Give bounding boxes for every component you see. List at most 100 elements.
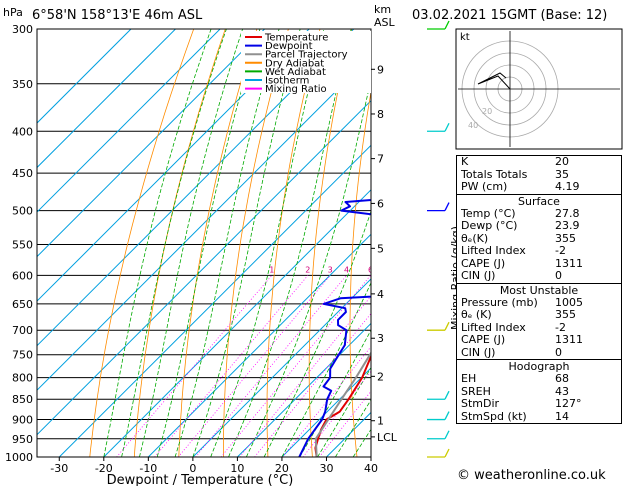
- isotherm-line: [37, 29, 132, 124]
- pressure-tick-label: 700: [12, 324, 33, 337]
- legend-label: Wet Adiabat: [265, 67, 326, 78]
- row-value: 14: [555, 409, 569, 423]
- table-row: CIN (J) 0: [457, 345, 621, 360]
- background-lines: 12346810152025: [37, 29, 447, 457]
- mixing-ratio-label: 4: [344, 265, 349, 274]
- wet-adiabat-line: [156, 29, 261, 457]
- hodograph-ring-label: 40: [468, 121, 478, 130]
- row-value: 1005: [555, 295, 583, 309]
- row-label: Pressure (mb): [461, 295, 538, 309]
- mixing-ratio-label: 3: [328, 265, 333, 274]
- pressure-tick-label: 450: [12, 167, 33, 180]
- height-tick-label: 4: [377, 288, 384, 301]
- temperature-tick-label: -10: [139, 462, 157, 475]
- wind-barbs: [427, 20, 450, 458]
- wind-barb-flag: [444, 122, 450, 132]
- mixing-ratio-label: 6: [368, 265, 373, 274]
- legend-label: Mixing Ratio: [265, 84, 327, 95]
- mixing-ratio-label: 2: [305, 265, 310, 274]
- wind-barb-flag: [444, 411, 450, 420]
- surface-title: Surface: [518, 194, 560, 208]
- wet-adiabat-line: [121, 29, 227, 457]
- height-tick-label: 2: [377, 370, 384, 383]
- pressure-tick-label: 500: [12, 205, 33, 218]
- dry-adiabat-line: [223, 29, 289, 457]
- row-value: 0: [555, 269, 562, 282]
- legend-label: Temperature: [264, 33, 328, 44]
- pressure-tick-label: 950: [12, 433, 33, 446]
- datetime-label: 03.02.2021 15GMT (Base: 12): [412, 8, 608, 23]
- pressure-tick-label: 750: [12, 349, 33, 362]
- mixing-ratio-line: [116, 275, 273, 457]
- hodograph-ring-label: 20: [482, 107, 492, 116]
- series-line-dewpoint: [298, 199, 371, 457]
- row-value: 23.9: [555, 219, 580, 232]
- height-tick-label: LCL: [377, 431, 398, 444]
- table-row: CAPE (J) 1311: [457, 256, 621, 271]
- table-row: StmDir 127°: [457, 397, 621, 411]
- row-label: EH: [461, 372, 477, 385]
- table-row: Lifted Index -2: [457, 320, 621, 335]
- pressure-tick-label: 800: [12, 372, 33, 385]
- pressure-tick-label: 550: [12, 238, 33, 251]
- table-row: CAPE (J) 1311: [457, 333, 621, 347]
- row-value: 355: [555, 231, 576, 245]
- row-label: CIN (J): [461, 345, 496, 359]
- table-row: Temp (°C) 27.8: [457, 206, 621, 221]
- sounding-series: [298, 199, 371, 457]
- row-label: Temp (°C): [461, 206, 516, 220]
- dry-adiabat-line: [428, 29, 447, 457]
- indices-table: K 20 Totals Totals 35 PW (cm) 4.19 Surface Te…: [456, 155, 622, 424]
- height-tick-label: 9: [377, 63, 384, 76]
- row-label: Lifted Index: [461, 244, 526, 257]
- mixing-ratio-label: 15: [423, 265, 433, 274]
- wind-barb-flag: [444, 390, 450, 400]
- row-value: 20: [555, 155, 569, 168]
- legend-label: Parcel Trajectory: [265, 50, 348, 61]
- legend-label: Dry Adiabat: [265, 58, 324, 69]
- table-row: Lifted Index -2: [457, 244, 621, 258]
- height-tick-label: 8: [377, 108, 384, 121]
- pressure-unit: hPa: [3, 6, 23, 19]
- most-unstable-title: Most Unstable: [499, 283, 579, 297]
- pressure-tick-label: 650: [12, 298, 33, 311]
- row-label: Dewp (°C): [461, 219, 518, 232]
- mixing-ratio-line: [282, 345, 371, 457]
- row-value: 4.19: [555, 180, 580, 193]
- hodograph-trace: [477, 72, 511, 90]
- row-label: Totals Totals: [461, 167, 528, 181]
- location-label: 6°58'N 158°13'E 46m ASL: [32, 8, 203, 23]
- plot-frame: [36, 28, 372, 458]
- table-row: Pressure (mb) 1005: [457, 295, 621, 310]
- isotherm-line: [37, 29, 310, 302]
- axes: 3003504004505005506006507007508008509009…: [5, 23, 398, 475]
- isotherm-line: [237, 322, 371, 457]
- series-line-parcel-trajectory: [314, 351, 371, 457]
- mixing-ratio-label: 1: [269, 265, 274, 274]
- row-value: 1311: [555, 256, 583, 270]
- hodograph: kt 20 40: [455, 28, 623, 150]
- row-value: 1311: [555, 333, 583, 346]
- dry-adiabat-line: [89, 29, 195, 457]
- row-label: Lifted Index: [461, 320, 526, 334]
- temperature-tick-label: 30: [319, 462, 333, 475]
- temperature-tick-label: 0: [189, 462, 196, 475]
- isotherm-line: [37, 29, 265, 258]
- height-tick-label: 1: [377, 415, 384, 428]
- pressure-tick-label: 350: [12, 78, 33, 91]
- credit-label: © weatheronline.co.uk: [457, 468, 606, 483]
- row-label: θₑ (K): [461, 308, 492, 321]
- pressure-tick-label: 300: [12, 23, 33, 36]
- isotherm-line: [37, 99, 371, 436]
- hodograph-unit: kt: [460, 32, 470, 43]
- row-label: CIN (J): [461, 269, 496, 282]
- wet-adiabat-line: [103, 29, 212, 457]
- row-value: 0: [555, 345, 562, 359]
- mixing-ratio-label: 8: [386, 265, 391, 274]
- dry-adiabat-line: [133, 29, 226, 457]
- isotherm-line: [192, 278, 371, 457]
- legend-box: [241, 31, 371, 93]
- mixing-ratio-line: [154, 275, 309, 457]
- table-row: Dewp (°C) 23.9: [457, 219, 621, 233]
